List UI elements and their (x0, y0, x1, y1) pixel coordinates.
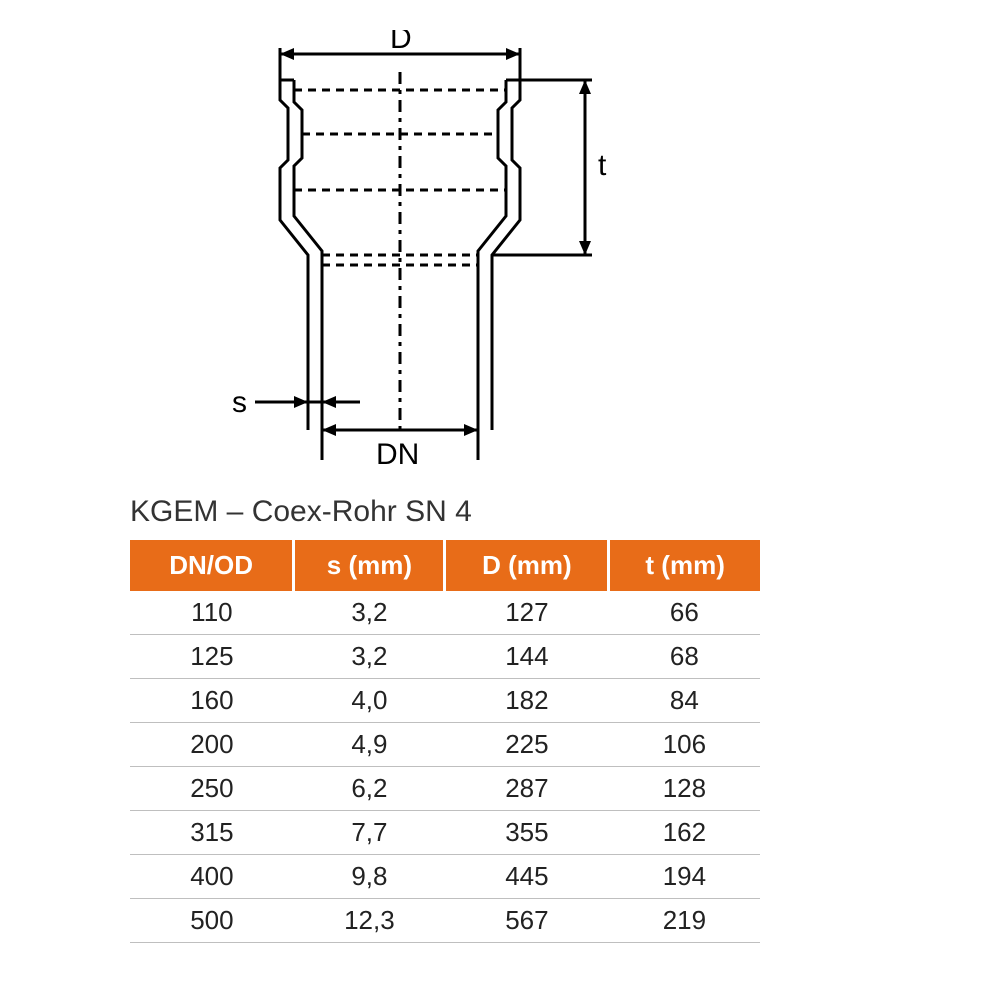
table-row: 1253,214468 (130, 635, 760, 679)
table-cell: 4,0 (294, 679, 445, 723)
pipe-diagram: D t s DN (160, 30, 720, 470)
table-cell: 287 (445, 767, 609, 811)
table-cell: 12,3 (294, 899, 445, 943)
table-cell: 162 (609, 811, 760, 855)
table-row: 2506,2287128 (130, 767, 760, 811)
col-header: D (mm) (445, 540, 609, 591)
table-cell: 68 (609, 635, 760, 679)
table-cell: 194 (609, 855, 760, 899)
table-cell: 355 (445, 811, 609, 855)
table-cell: 200 (130, 723, 294, 767)
table-cell: 567 (445, 899, 609, 943)
spec-table: DN/ODs (mm)D (mm)t (mm)1103,2127661253,2… (130, 540, 760, 943)
dim-label-s: s (232, 386, 247, 419)
table-cell: 9,8 (294, 855, 445, 899)
col-header: t (mm) (609, 540, 760, 591)
dim-label-DN: DN (376, 438, 419, 470)
dim-label-t: t (598, 149, 607, 182)
table-row: 1604,018284 (130, 679, 760, 723)
table-row: 4009,8445194 (130, 855, 760, 899)
table-row: 3157,7355162 (130, 811, 760, 855)
table-cell: 400 (130, 855, 294, 899)
table-cell: 160 (130, 679, 294, 723)
col-header: DN/OD (130, 540, 294, 591)
table-cell: 7,7 (294, 811, 445, 855)
table-cell: 106 (609, 723, 760, 767)
table-cell: 182 (445, 679, 609, 723)
table-cell: 144 (445, 635, 609, 679)
table-cell: 3,2 (294, 591, 445, 635)
table-cell: 225 (445, 723, 609, 767)
dim-label-D: D (390, 30, 412, 55)
table-cell: 66 (609, 591, 760, 635)
table-cell: 219 (609, 899, 760, 943)
table-cell: 500 (130, 899, 294, 943)
table-cell: 4,9 (294, 723, 445, 767)
table-row: 1103,212766 (130, 591, 760, 635)
table-cell: 127 (445, 591, 609, 635)
table-cell: 6,2 (294, 767, 445, 811)
table-row: 50012,3567219 (130, 899, 760, 943)
table-cell: 315 (130, 811, 294, 855)
table-title: KGEM – Coex-Rohr SN 4 (130, 495, 472, 529)
table-row: 2004,9225106 (130, 723, 760, 767)
table-cell: 110 (130, 591, 294, 635)
table-cell: 128 (609, 767, 760, 811)
table-cell: 250 (130, 767, 294, 811)
table-cell: 3,2 (294, 635, 445, 679)
col-header: s (mm) (294, 540, 445, 591)
table-cell: 125 (130, 635, 294, 679)
table-cell: 445 (445, 855, 609, 899)
table-cell: 84 (609, 679, 760, 723)
